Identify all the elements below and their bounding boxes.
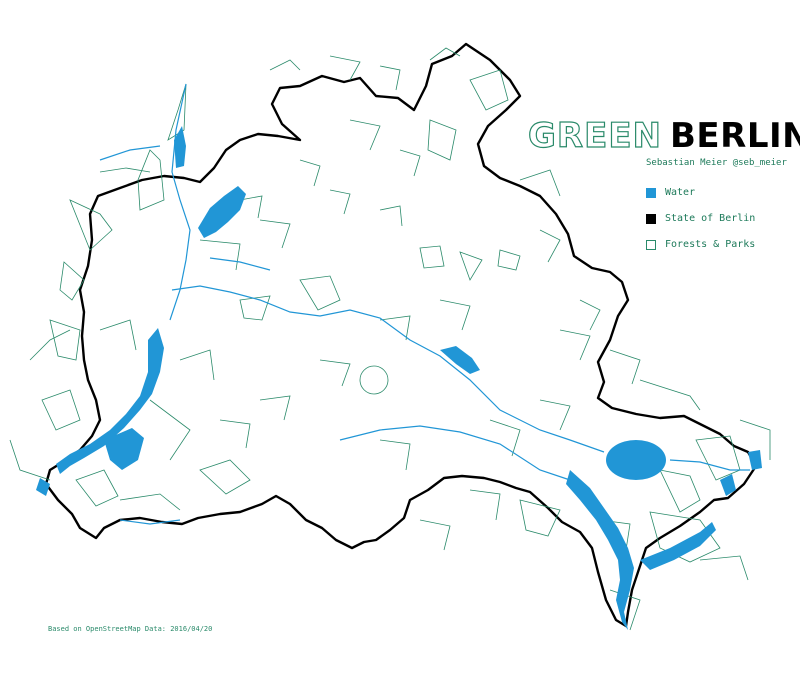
- forests-and-parks: [9, 47, 771, 631]
- legend-item-forests: Forests & Parks: [646, 238, 755, 251]
- forest-swatch: [646, 239, 656, 250]
- state-boundary: [44, 42, 758, 628]
- legend-label: Water: [665, 187, 696, 198]
- data-source-note: Based on OpenStreetMap Data: 2016/04/20: [48, 625, 213, 633]
- legend: Water State of Berlin Forests & Parks: [646, 186, 755, 264]
- author-credit: Sebastian Meier @seb_meier: [646, 158, 787, 168]
- state-swatch: [646, 213, 656, 224]
- legend-item-water: Water: [646, 186, 755, 199]
- map-title: GREEN BERLIN: [527, 115, 800, 156]
- legend-label: State of Berlin: [665, 213, 756, 224]
- rivers: [99, 83, 750, 525]
- legend-item-state: State of Berlin: [646, 212, 755, 225]
- title-berlin: BERLIN: [670, 116, 800, 156]
- title-green: GREEN: [527, 115, 662, 156]
- legend-label: Forests & Parks: [665, 239, 756, 250]
- water-swatch: [646, 187, 656, 198]
- water: [36, 126, 762, 630]
